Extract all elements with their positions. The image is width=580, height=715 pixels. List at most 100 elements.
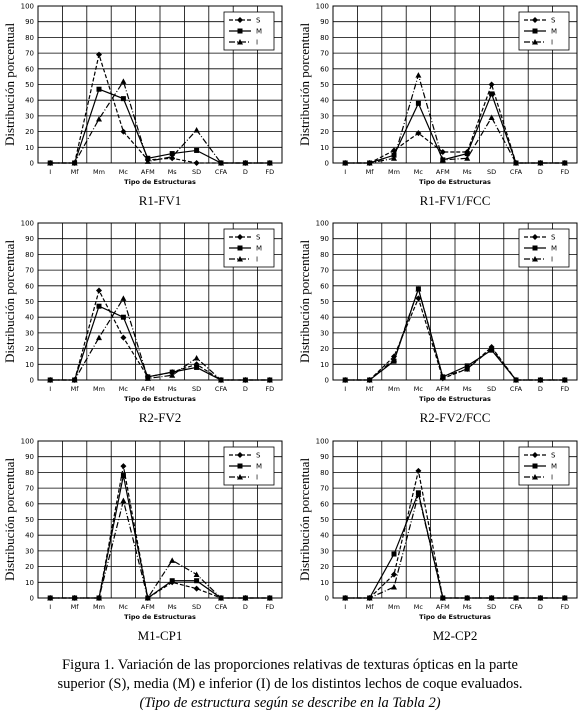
point-marker (96, 86, 102, 92)
point-marker (96, 51, 102, 58)
point-marker (169, 151, 175, 157)
point-marker (532, 256, 538, 262)
legend-label: M (551, 28, 557, 36)
point-marker (342, 595, 349, 601)
point-marker (366, 160, 373, 166)
legend-label: I (256, 256, 258, 264)
y-tick-label: 80 (320, 251, 329, 259)
x-tick-label: I (344, 603, 346, 611)
point-marker (237, 463, 243, 469)
point-marker (47, 377, 54, 383)
point-marker (242, 595, 249, 601)
point-marker (532, 474, 538, 480)
point-marker (464, 366, 471, 372)
y-tick-label: 10 (320, 144, 329, 152)
y-tick-label: 30 (25, 547, 34, 555)
x-tick-label: FD (265, 385, 274, 393)
point-marker (415, 285, 422, 292)
x-tick-label: Mf (71, 385, 80, 393)
legend-label: S (256, 452, 261, 460)
point-marker (439, 156, 446, 163)
point-marker (488, 81, 495, 88)
legend-label: S (551, 452, 556, 460)
point-marker (237, 256, 243, 262)
y-axis-title: Distribución porcentual (2, 23, 17, 146)
x-tick-label: Mm (93, 603, 105, 611)
x-tick-label: Mf (366, 603, 375, 611)
x-tick-label: Mm (93, 385, 105, 393)
point-marker (391, 551, 397, 557)
series-line (50, 88, 270, 164)
y-tick-label: 70 (25, 485, 34, 493)
x-tick-label: AFM (141, 168, 155, 176)
point-marker (439, 595, 446, 601)
x-tick-label: Mf (71, 168, 80, 176)
caption-line: superior (S), media (M) e inferior (I) d… (57, 676, 523, 692)
y-tick-label: 90 (25, 18, 34, 26)
point-marker (169, 153, 176, 160)
point-marker (266, 160, 273, 166)
y-tick-label: 50 (25, 516, 34, 524)
point-marker (193, 127, 200, 133)
y-tick-label: 0 (325, 595, 329, 603)
x-axis-title: Tipo de Estructuras (124, 613, 196, 621)
y-tick-label: 20 (320, 345, 329, 353)
point-marker (71, 595, 78, 601)
point-marker (120, 473, 126, 479)
x-tick-label: CFA (215, 603, 228, 611)
y-tick-label: 70 (320, 485, 329, 493)
point-marker (561, 595, 568, 601)
point-marker (561, 377, 568, 383)
series-line (50, 500, 270, 600)
x-axis-title: Tipo de Estructuras (124, 395, 196, 403)
x-tick-label: D (538, 168, 543, 176)
legend-label: I (551, 256, 553, 264)
x-tick-label: Mc (414, 168, 424, 176)
x-tick-label: AFM (141, 603, 155, 611)
point-marker (513, 595, 519, 601)
x-tick-label: Ms (463, 385, 473, 393)
point-marker (532, 463, 538, 469)
y-tick-label: 90 (320, 453, 329, 461)
point-marker (366, 377, 373, 383)
y-tick-label: 10 (25, 361, 34, 369)
x-tick-label: I (49, 385, 51, 393)
x-tick-label: AFM (141, 385, 155, 393)
y-axis-title: Distribución porcentual (297, 240, 312, 363)
point-marker (488, 114, 495, 120)
legend-label: M (551, 245, 557, 253)
y-tick-label: 40 (320, 314, 329, 322)
chart-title: R1-FV1/FCC (420, 193, 491, 208)
y-tick-label: 70 (320, 267, 329, 275)
legend-label: S (551, 234, 556, 242)
point-marker (169, 557, 176, 563)
point-marker (194, 147, 200, 153)
x-tick-label: SD (192, 603, 201, 611)
point-marker (194, 364, 200, 370)
point-marker (237, 452, 243, 458)
y-tick-label: 100 (316, 3, 329, 11)
x-tick-label: D (538, 603, 543, 611)
chart-title: R2-FV2 (139, 410, 182, 425)
point-marker (242, 160, 249, 166)
x-tick-label: I (49, 603, 51, 611)
point-marker (193, 355, 200, 361)
y-tick-label: 0 (325, 377, 329, 385)
point-marker (366, 595, 373, 601)
legend-label: S (551, 17, 556, 25)
x-tick-label: Mf (71, 603, 80, 611)
point-marker (391, 584, 397, 590)
x-axis-title: Tipo de Estructuras (124, 178, 196, 186)
x-tick-label: AFM (436, 385, 450, 393)
x-tick-label: Mm (93, 168, 105, 176)
legend-label: M (551, 463, 557, 471)
y-tick-label: 100 (21, 438, 34, 446)
y-tick-label: 100 (316, 220, 329, 228)
series-line (345, 72, 565, 164)
point-marker (237, 245, 243, 251)
point-marker (237, 39, 243, 45)
point-marker (193, 571, 200, 577)
legend-label: I (551, 39, 553, 47)
point-marker (120, 334, 127, 341)
y-tick-label: 60 (25, 65, 34, 73)
